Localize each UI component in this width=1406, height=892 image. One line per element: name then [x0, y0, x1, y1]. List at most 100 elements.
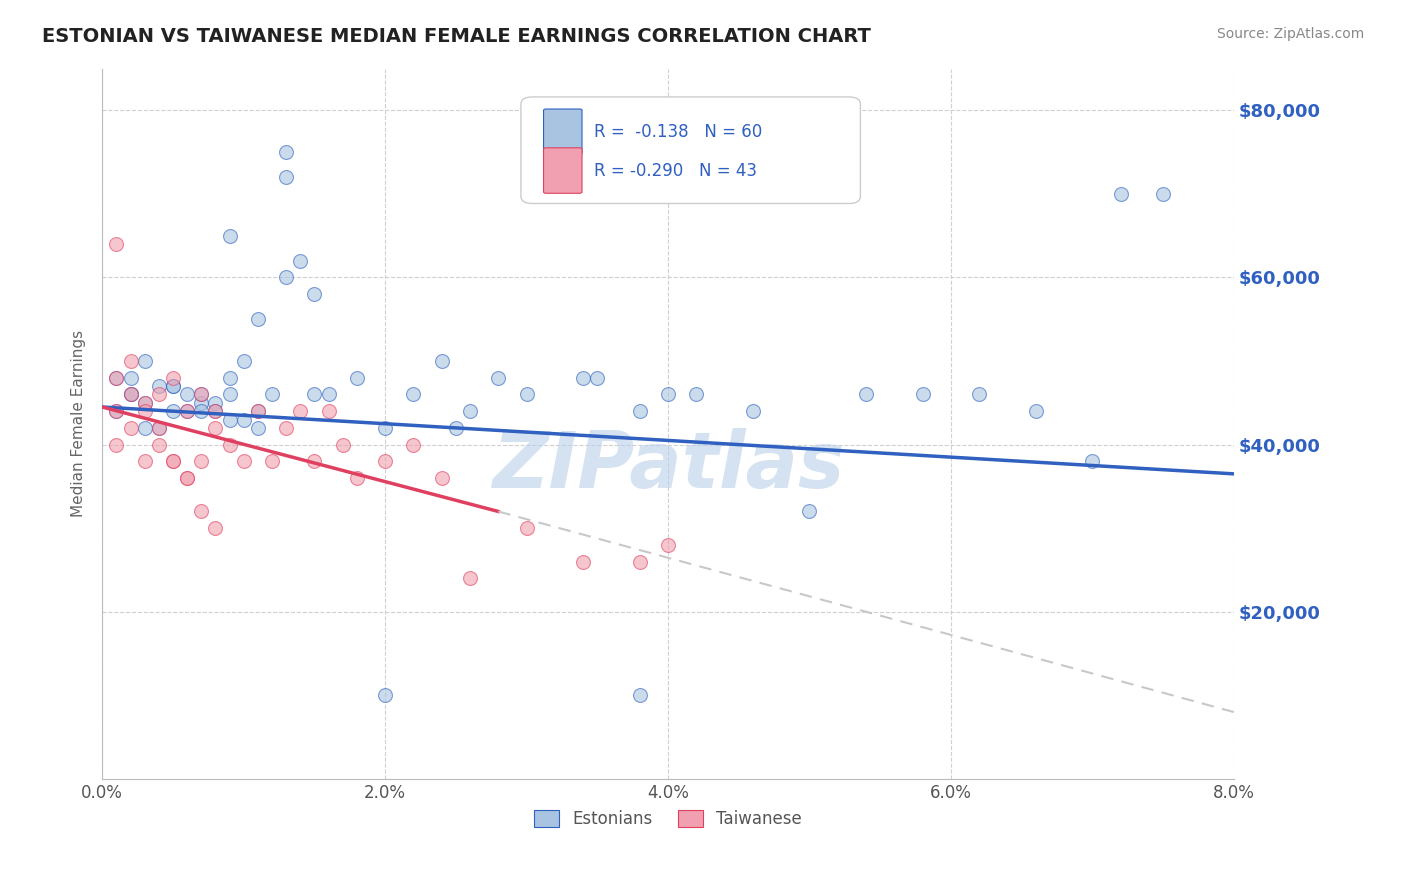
Point: [572, 555, 595, 569]
Text: ZIPatlas: ZIPatlas: [492, 428, 844, 504]
Point: [134, 396, 156, 410]
Point: [260, 454, 283, 468]
Point: [218, 437, 240, 451]
Point: [148, 387, 170, 401]
Point: [162, 454, 184, 468]
Point: [274, 145, 297, 160]
Point: [120, 387, 142, 401]
Point: [346, 471, 368, 485]
Point: [304, 287, 326, 301]
Point: [162, 454, 184, 468]
Point: [290, 253, 312, 268]
Point: [176, 471, 198, 485]
Point: [162, 379, 184, 393]
Point: [218, 370, 240, 384]
Point: [402, 387, 425, 401]
Text: ESTONIAN VS TAIWANESE MEDIAN FEMALE EARNINGS CORRELATION CHART: ESTONIAN VS TAIWANESE MEDIAN FEMALE EARN…: [42, 27, 872, 45]
Point: [967, 387, 990, 401]
Point: [628, 404, 651, 418]
Text: Source: ZipAtlas.com: Source: ZipAtlas.com: [1216, 27, 1364, 41]
Point: [628, 555, 651, 569]
Point: [162, 404, 184, 418]
Point: [1152, 186, 1174, 201]
Point: [148, 421, 170, 435]
Point: [232, 454, 254, 468]
Point: [1025, 404, 1047, 418]
Point: [685, 387, 707, 401]
Point: [374, 689, 396, 703]
Point: [260, 387, 283, 401]
Point: [204, 404, 226, 418]
FancyBboxPatch shape: [544, 148, 582, 194]
Point: [204, 521, 226, 535]
Point: [374, 454, 396, 468]
Point: [572, 370, 595, 384]
FancyBboxPatch shape: [544, 109, 582, 154]
Legend: Estonians, Taiwanese: Estonians, Taiwanese: [527, 803, 808, 835]
Point: [105, 437, 128, 451]
Point: [204, 396, 226, 410]
Point: [346, 370, 368, 384]
Point: [1081, 454, 1104, 468]
Point: [855, 387, 877, 401]
Point: [120, 354, 142, 368]
Point: [218, 228, 240, 243]
Point: [105, 404, 128, 418]
Point: [516, 521, 538, 535]
Point: [246, 312, 269, 326]
Point: [486, 370, 509, 384]
Point: [105, 370, 128, 384]
Point: [120, 421, 142, 435]
Point: [246, 421, 269, 435]
Point: [246, 404, 269, 418]
Point: [232, 412, 254, 426]
Point: [274, 421, 297, 435]
Point: [190, 454, 212, 468]
Point: [657, 387, 679, 401]
Point: [120, 387, 142, 401]
Point: [120, 370, 142, 384]
Point: [134, 404, 156, 418]
Point: [190, 387, 212, 401]
Point: [204, 421, 226, 435]
Point: [148, 437, 170, 451]
Point: [402, 437, 425, 451]
Point: [105, 237, 128, 252]
Point: [232, 354, 254, 368]
Point: [516, 387, 538, 401]
Point: [657, 538, 679, 552]
Point: [218, 387, 240, 401]
Point: [290, 404, 312, 418]
Point: [741, 404, 763, 418]
Point: [628, 689, 651, 703]
Point: [176, 404, 198, 418]
Point: [430, 471, 453, 485]
Y-axis label: Median Female Earnings: Median Female Earnings: [72, 330, 86, 517]
Text: R =  -0.138   N = 60: R = -0.138 N = 60: [595, 123, 762, 141]
Point: [374, 421, 396, 435]
Point: [190, 404, 212, 418]
Point: [134, 396, 156, 410]
Point: [458, 571, 481, 585]
Point: [304, 387, 326, 401]
Point: [162, 379, 184, 393]
Point: [218, 412, 240, 426]
Point: [444, 421, 467, 435]
Point: [246, 404, 269, 418]
Point: [120, 387, 142, 401]
Point: [134, 421, 156, 435]
Point: [176, 471, 198, 485]
Point: [318, 387, 340, 401]
Point: [274, 270, 297, 285]
Point: [176, 387, 198, 401]
Point: [586, 370, 609, 384]
Point: [318, 404, 340, 418]
Point: [1109, 186, 1132, 201]
Point: [430, 354, 453, 368]
Point: [148, 379, 170, 393]
Point: [190, 504, 212, 518]
Point: [304, 454, 326, 468]
Point: [190, 387, 212, 401]
Point: [134, 454, 156, 468]
Point: [148, 421, 170, 435]
